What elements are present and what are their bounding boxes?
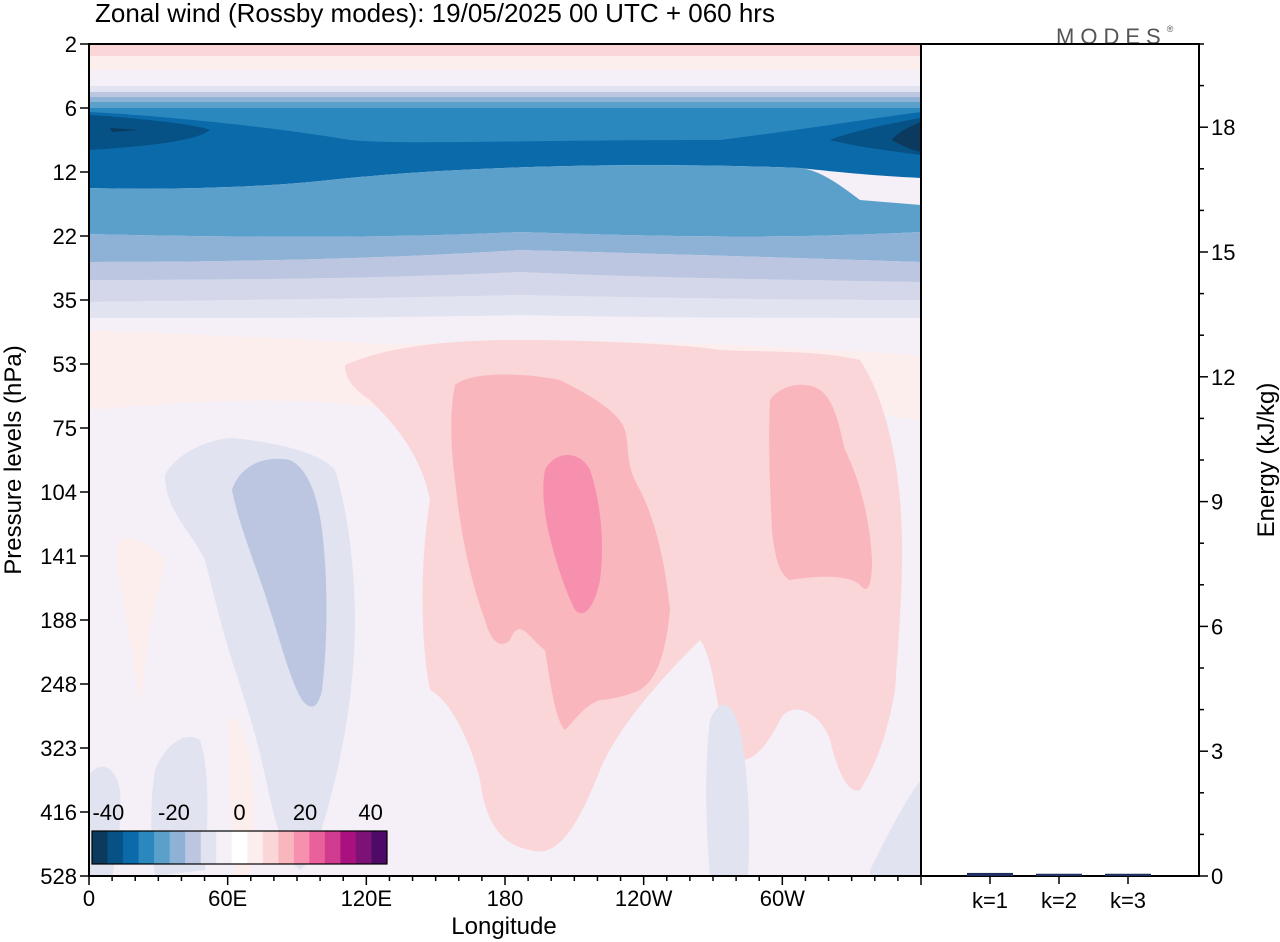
y-tick-label: 22: [53, 224, 77, 249]
bar-category-label: k=1: [972, 888, 1008, 913]
colorbar: -40 -20 0 20 40: [91, 800, 388, 865]
colorbar-swatch: [216, 831, 233, 864]
colorbar-swatch: [355, 831, 372, 864]
y-tick-label: 248: [40, 672, 77, 697]
y-tick-label: 104: [40, 480, 77, 505]
colorbar-swatch: [200, 831, 217, 864]
energy-tick-label: 15: [1211, 240, 1235, 265]
x-tick-label: 120E: [341, 886, 392, 911]
energy-tick-label: 0: [1211, 864, 1223, 889]
x-tick-label: 60W: [760, 886, 805, 911]
colorbar-swatch: [107, 831, 124, 864]
colorbar-swatch: [371, 831, 388, 864]
energy-bar: [1105, 873, 1151, 876]
colorbar-swatch: [154, 831, 171, 864]
energy-tick-label: 3: [1211, 739, 1223, 764]
x-axis-label: Longitude: [451, 913, 556, 940]
y-tick-label: 416: [40, 800, 77, 825]
energy-tick-label: 18: [1211, 115, 1235, 140]
y-axis: 2 6 12 22 35 53 75 104 141 188 248 323 416 528: [40, 32, 89, 889]
energy-bars: k=1 k=2 k=3: [967, 872, 1151, 913]
colorbar-tick-label: 20: [293, 800, 317, 825]
energy-tick-label: 9: [1211, 490, 1223, 515]
x-tick-label: 60E: [208, 886, 247, 911]
x-tick-label: 120W: [615, 886, 673, 911]
energy-panel-frame: [920, 43, 1200, 877]
colorbar-swatch: [262, 831, 279, 864]
colorbar-swatch: [231, 831, 248, 864]
colorbar-tick-label: -40: [92, 800, 124, 825]
y-tick-label: 6: [65, 96, 77, 121]
energy-y-axis: 0 3 6 9 12 15 18: [1199, 43, 1235, 889]
y-tick-label: 35: [53, 288, 77, 313]
y-tick-label: 323: [40, 736, 77, 761]
colorbar-swatch: [247, 831, 264, 864]
energy-tick-label: 6: [1211, 614, 1223, 639]
y-tick-label: 528: [40, 864, 77, 889]
colorbar-swatch: [169, 831, 186, 864]
y-tick-label: 2: [65, 32, 77, 57]
zonal-wind-contour-field: [89, 44, 921, 876]
colorbar-swatch: [278, 831, 295, 864]
x-axis: 0 60E 120E 180 120W 60W: [83, 876, 922, 911]
colorbar-swatch: [340, 831, 357, 864]
colorbar-swatch: [92, 831, 108, 864]
colorbar-swatch: [324, 831, 341, 864]
bar-category-label: k=3: [1110, 888, 1146, 913]
colorbar-swatch: [309, 831, 326, 864]
colorbar-tick-label: 0: [233, 800, 245, 825]
colorbar-swatch: [185, 831, 202, 864]
bar-category-label: k=2: [1041, 888, 1077, 913]
colorbar-swatch: [293, 831, 310, 864]
y-axis-label: Pressure levels (hPa): [0, 345, 27, 574]
y-tick-label: 75: [53, 416, 77, 441]
x-tick-label: 180: [487, 886, 524, 911]
x-tick-label: 0: [83, 886, 95, 911]
energy-bar: [1036, 873, 1082, 876]
energy-bar: [967, 872, 1013, 876]
y-tick-label: 53: [53, 352, 77, 377]
colorbar-swatch: [123, 831, 139, 864]
y-tick-label: 12: [53, 160, 77, 185]
y-tick-label: 188: [40, 608, 77, 633]
chart-title: Zonal wind (Rossby modes): 19/05/2025 00…: [95, 0, 775, 28]
energy-tick-label: 12: [1211, 365, 1235, 390]
colorbar-tick-label: 40: [358, 800, 382, 825]
colorbar-tick-label: -20: [158, 800, 190, 825]
energy-axis-label: Energy (kJ/kg): [1253, 383, 1280, 538]
y-tick-label: 141: [40, 544, 77, 569]
colorbar-swatch: [138, 831, 155, 864]
